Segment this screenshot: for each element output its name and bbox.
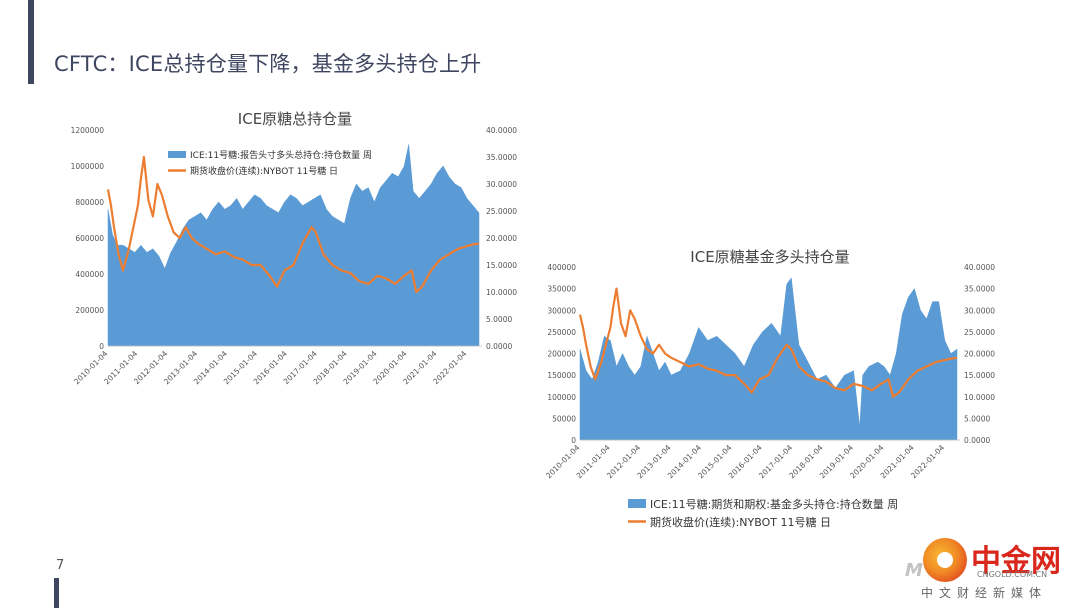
y-left-tick-label: 0 [99,342,104,351]
chart-total-open-interest: ICE原糖总持仓量 0 200000 400000 600000 800000 100000… [71,110,518,386]
y-right-tick-label: 5.0000 [486,315,512,324]
y-left-tick-label: 300000 [547,306,576,315]
y-right-tick-label: 30.0000 [964,306,995,315]
y-left-tick-label: 600000 [75,234,104,243]
y-left-tick-label: 1000000 [71,162,105,171]
y-left-tick-label: 400000 [75,270,104,279]
y-left-tick-label: 800000 [75,198,104,207]
y-left-tick-label: 1200000 [71,126,105,135]
y-left-tick-label: 50000 [552,414,576,423]
logo-subtitle: 中文财经新媒体 [921,586,1048,600]
title-accent-bar [28,0,34,84]
legend-label: ICE:11号糖:报告头寸多头总持仓:持仓数量 周 [190,149,372,161]
y-left-tick-label: 350000 [547,285,576,294]
y-left-tick-label: 200000 [547,350,576,359]
series-area-open-interest [107,144,480,347]
slide-title: CFTC：ICE总持仓量下降，基金多头持仓上升 [54,52,482,76]
page-accent-bar [54,578,59,608]
page-number: 7 [56,558,65,573]
legend-label: 期货收盘价(连续):NYBOT 11号糖 日 [650,515,831,529]
legend-label: 期货收盘价(连续):NYBOT 11号糖 日 [190,165,338,177]
legend-swatch-area [628,499,646,508]
y-left-tick-label: 250000 [547,328,576,337]
y-left-tick-label: 400000 [547,263,576,272]
logo-url: CNGOLD.COM.CN [977,570,1048,579]
chart-title: ICE原糖总持仓量 [238,110,352,128]
y-right-tick-label: 0.0000 [486,342,512,351]
legend-swatch-area [168,151,186,158]
y-right-tick-label: 0.0000 [964,436,990,445]
series-area-open-interest [579,277,958,441]
logo-watermark-mark: M [905,560,923,581]
y-left-tick-label: 200000 [75,306,104,315]
y-right-tick-label: 35.0000 [964,285,995,294]
y-right-tick-label: 25.0000 [486,207,517,216]
y-right-tick-label: 10.0000 [486,288,517,297]
y-right-tick-label: 40.0000 [486,126,517,135]
chart-fund-long-positions: ICE原糖基金多头持仓量 0 50000 100000 150000 200000 2500… [544,248,995,529]
y-left-tick-label: 0 [571,436,576,445]
series-line-price [578,287,958,398]
y-right-tick-label: 30.0000 [486,180,517,189]
y-right-tick-label: 40.0000 [964,263,995,272]
y-right-tick-label: 10.0000 [964,393,995,402]
y-right-tick-label: 35.0000 [486,153,517,162]
y-right-tick-label: 25.0000 [964,328,995,337]
y-right-tick-label: 20.0000 [964,350,995,359]
logo-emblem-center [937,552,953,568]
legend-label: ICE:11号糖:期货和期权:基金多头持仓:持仓数量 周 [650,497,898,511]
y-left-tick-label: 150000 [547,371,576,380]
chart-title: ICE原糖基金多头持仓量 [690,248,849,266]
y-right-tick-label: 15.0000 [964,371,995,380]
series-line-price [106,155,480,294]
y-right-tick-label: 5.0000 [964,414,990,423]
y-right-tick-label: 20.0000 [486,234,517,243]
y-left-tick-label: 100000 [547,393,576,402]
logo-name: 中金网 [971,544,1061,579]
logo: M 中金网 CNGOLD.COM.CN 中文财经新媒体 [905,534,1075,604]
y-right-tick-label: 15.0000 [486,261,517,270]
